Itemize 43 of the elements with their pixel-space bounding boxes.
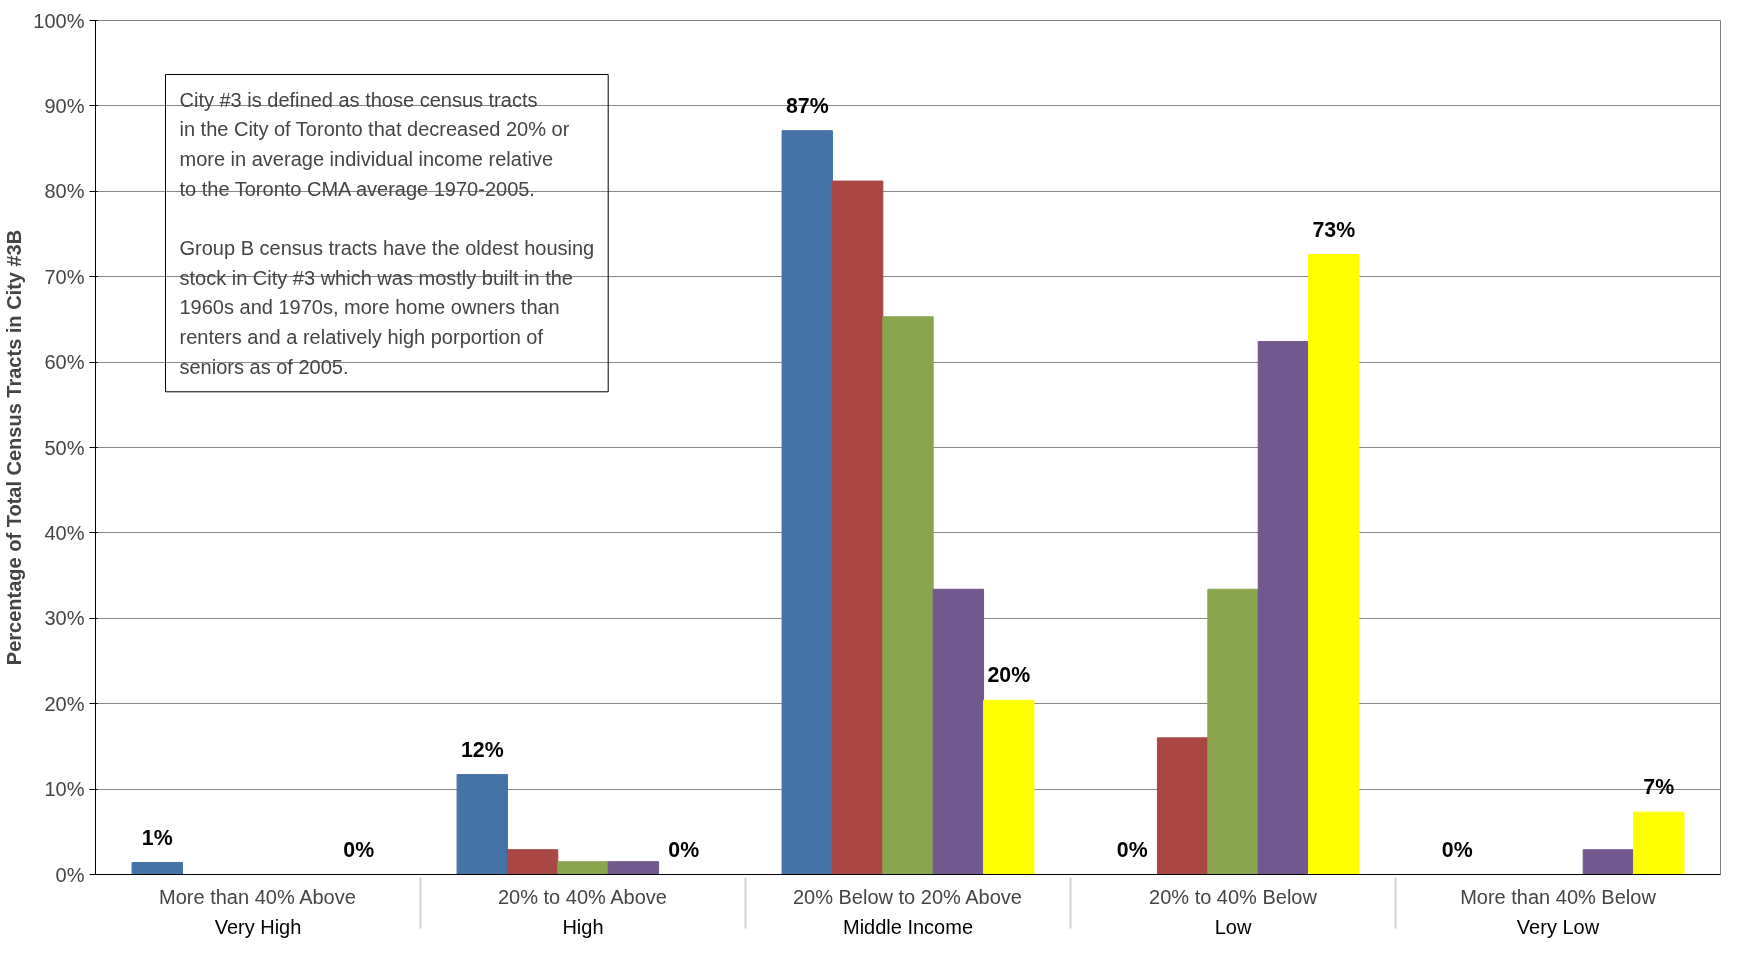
- bar: [932, 588, 985, 875]
- category-label: 20% to 40% Below Low: [1149, 885, 1317, 938]
- y-tick-label: 80%: [44, 180, 85, 203]
- bar: [1257, 341, 1310, 875]
- data-label: 20%: [987, 663, 1031, 688]
- bar: [1308, 254, 1360, 875]
- bar: [781, 130, 833, 875]
- data-label: 0%: [1116, 837, 1148, 862]
- data-label: 1%: [141, 825, 173, 850]
- bar: [1633, 811, 1685, 875]
- bar: [607, 861, 660, 875]
- data-label: 0%: [343, 837, 375, 862]
- data-label: 0%: [668, 837, 700, 862]
- bar: [557, 861, 609, 875]
- y-tick-label: 40%: [44, 521, 85, 544]
- data-label: 73%: [1312, 217, 1356, 242]
- bar: [1582, 849, 1635, 875]
- category-label: 20% Below to 20% Above Middle Income: [792, 885, 1022, 938]
- y-tick-label: 70%: [44, 265, 85, 288]
- bar: [831, 180, 884, 875]
- category-label: More than 40% Below Very Low: [1460, 885, 1656, 938]
- y-tick-label: 30%: [44, 607, 85, 630]
- y-tick-label: 100%: [33, 9, 85, 32]
- bar: [1156, 737, 1209, 875]
- bar: [882, 316, 934, 875]
- category-label: More than 40% Above Very High: [159, 885, 356, 938]
- y-axis-title: Percentage of Total Census Tracts in City #3B: [3, 229, 26, 666]
- bar: [131, 862, 183, 875]
- y-tick-label: 10%: [44, 778, 85, 801]
- y-tick-label: 50%: [44, 436, 85, 459]
- bar: [983, 699, 1035, 875]
- y-tick-label: 60%: [44, 351, 85, 374]
- data-label: 7%: [1643, 775, 1675, 800]
- y-tick-label: 20%: [44, 692, 85, 715]
- bar: [506, 849, 559, 875]
- y-tick-label: 0%: [55, 863, 85, 886]
- data-label: 12%: [460, 737, 504, 762]
- bar: [1207, 588, 1259, 875]
- category-label: 20% to 40% Above High: [497, 885, 667, 938]
- data-label: 87%: [785, 93, 829, 118]
- y-tick-label: 90%: [44, 94, 85, 117]
- bar: [456, 774, 508, 875]
- data-label: 0%: [1441, 837, 1473, 862]
